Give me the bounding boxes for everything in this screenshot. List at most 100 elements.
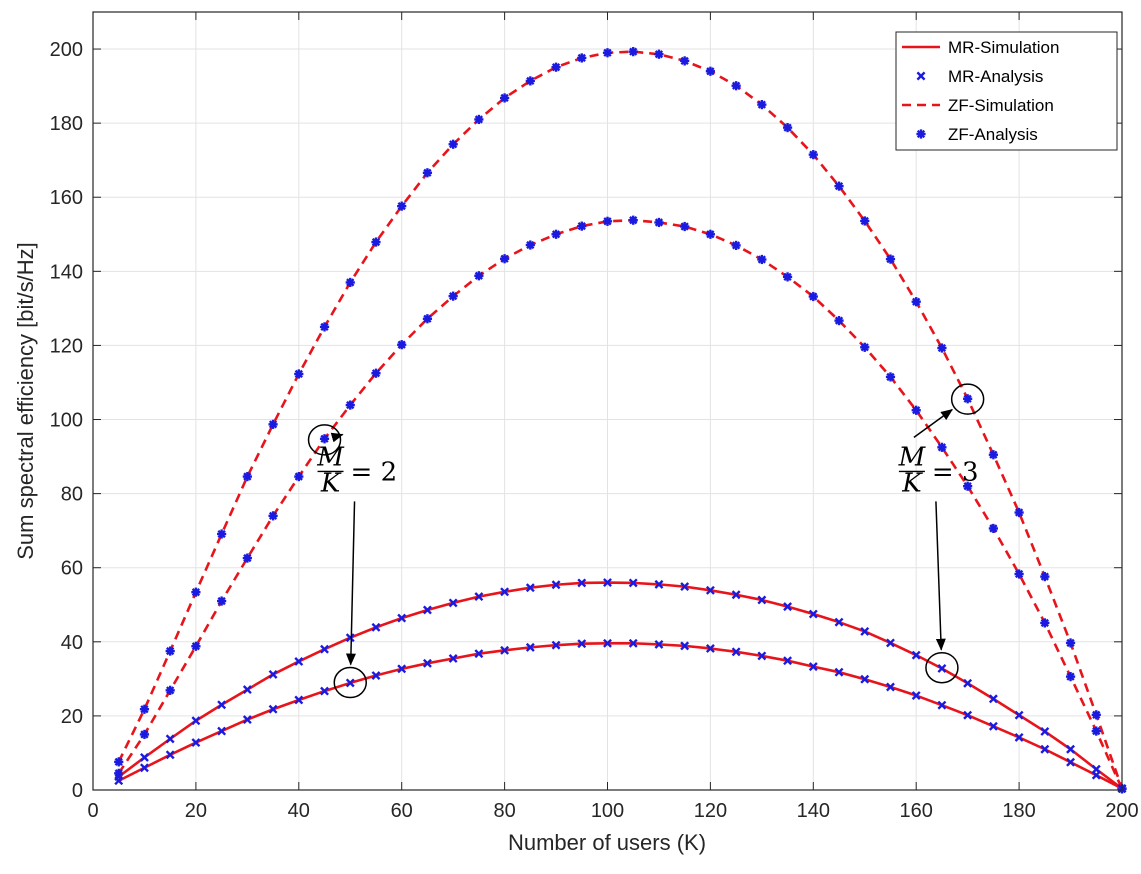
zf-analysis-marker (139, 729, 150, 740)
x-tick-label: 0 (87, 800, 98, 822)
zf-analysis-marker (937, 442, 947, 452)
zf-analysis-marker (937, 343, 947, 353)
mr-analysis-marker (963, 710, 973, 720)
mr-analysis-marker (320, 644, 329, 654)
x-tick-label: 200 (1105, 800, 1138, 822)
zf-analysis-marker (242, 553, 252, 563)
mr-analysis-marker (268, 669, 278, 679)
mr-analysis-marker (422, 605, 432, 615)
annotation-numerator: M (898, 442, 927, 472)
y-tick-label: 100 (50, 410, 83, 432)
zf-analysis-marker (654, 217, 664, 228)
zf-analysis-marker (1040, 618, 1050, 628)
zf-analysis-marker (911, 405, 921, 415)
mr-analysis-marker (242, 685, 252, 695)
x-tick-label: 140 (797, 800, 830, 822)
mr-analysis-marker (603, 578, 612, 587)
x-tick-label: 120 (694, 800, 727, 822)
zf-analysis-marker (1091, 710, 1101, 720)
mr-analysis-marker (345, 678, 355, 688)
mr-analysis-marker (500, 645, 510, 655)
mr-analysis-marker (500, 587, 510, 597)
zf-analysis-marker (911, 297, 921, 307)
mr-analysis-marker (937, 664, 947, 673)
zf-analysis-marker (860, 216, 870, 226)
mr-analysis-marker (525, 583, 535, 593)
mr-analysis-marker (165, 734, 175, 744)
zf-analysis-marker (757, 100, 767, 110)
mr-analysis-marker (165, 750, 175, 760)
mr-analysis-marker (680, 641, 690, 651)
mr-analysis-marker (731, 647, 741, 657)
zf-analysis-marker (1014, 507, 1024, 518)
mr-analysis-marker (1040, 727, 1050, 736)
y-tick-label: 120 (50, 335, 83, 357)
zf-analysis-marker (731, 81, 741, 91)
mr-analysis-marker (525, 642, 535, 652)
zf-analysis-marker (474, 271, 484, 281)
zf-analysis-marker (525, 240, 535, 250)
zf-analysis-marker (345, 277, 355, 288)
mr-analysis-marker (1091, 770, 1101, 780)
zf-analysis-marker (319, 434, 330, 444)
zf-simulation-line (117, 218, 1124, 790)
mr-analysis-marker (397, 613, 407, 623)
zf-analysis-marker (757, 254, 767, 265)
legend-label: ZF-Analysis (948, 125, 1038, 144)
mr-analysis-marker (345, 633, 355, 643)
y-tick-label: 80 (61, 484, 83, 506)
mr-analysis-marker (808, 609, 818, 619)
mr-analysis-marker (705, 585, 715, 595)
legend-label: MR-Simulation (948, 38, 1059, 57)
y-tick-label: 180 (50, 113, 83, 135)
mr-analysis-marker (217, 700, 227, 710)
zf-analysis-marker (371, 368, 381, 378)
mr-analysis-marker (783, 656, 793, 666)
zf-analysis-marker (808, 150, 818, 160)
y-tick-label: 20 (61, 706, 83, 728)
legend-box (895, 31, 1118, 151)
mr-analysis-marker (757, 595, 767, 605)
mr-simulation-line (118, 641, 1123, 790)
mr-analysis-marker (808, 662, 818, 672)
y-tick-label: 0 (72, 780, 83, 802)
zf-analysis-marker (705, 229, 715, 239)
x-tick-label: 40 (288, 800, 310, 822)
annotation-arrow (935, 501, 946, 651)
legend-item-mr-analysis: MR-Analysis (916, 67, 1043, 86)
mr-analysis-marker (1014, 710, 1024, 720)
mr-analysis-marker (448, 598, 458, 608)
mr-analysis-marker (860, 674, 870, 684)
y-axis-label: Sum spectral efficiency [bit/s/Hz] (13, 242, 38, 560)
mr-analysis-marker (577, 639, 587, 649)
mr-analysis-marker (963, 678, 973, 688)
y-tick-label: 160 (50, 187, 83, 209)
y-tick-label: 60 (61, 558, 83, 580)
zf-analysis-marker (191, 641, 201, 651)
zf-analysis-marker (500, 93, 510, 103)
zf-analysis-marker (602, 216, 613, 226)
zf-analysis-marker (1091, 726, 1101, 736)
zf-analysis-marker (885, 372, 896, 382)
zf-analysis-marker (551, 229, 561, 239)
annotation-mk2: MK = 2 (307, 424, 397, 699)
mr-analysis-marker (1066, 757, 1075, 767)
zf-analysis-marker (731, 240, 741, 250)
zf-analysis-marker (165, 685, 175, 695)
zf-analysis-marker (988, 450, 998, 460)
x-tick-label: 20 (185, 800, 207, 822)
mr-analysis-marker (654, 579, 664, 589)
mr-analysis-marker (654, 639, 664, 649)
mr-analysis-marker (783, 602, 793, 612)
mr-analysis-marker (731, 590, 741, 600)
zf-analysis-marker (916, 129, 926, 139)
zf-analysis-marker (165, 646, 175, 656)
mr-analysis-marker (371, 671, 381, 680)
zf-analysis-marker (680, 221, 690, 232)
zf-analysis-marker (885, 254, 896, 264)
mr-analysis-marker (1066, 744, 1075, 754)
legend-item-zf-analysis: ZF-Analysis (916, 125, 1038, 144)
mr-analysis-marker (988, 721, 998, 731)
x-tick-label: 160 (900, 800, 933, 822)
